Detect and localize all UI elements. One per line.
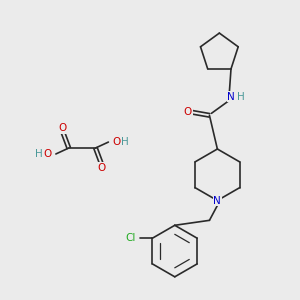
Text: H: H [35, 149, 43, 159]
Text: N: N [214, 196, 221, 206]
Text: O: O [112, 137, 120, 147]
Text: O: O [184, 107, 192, 117]
Text: H: H [122, 137, 129, 147]
Text: N: N [227, 92, 235, 101]
Text: H: H [237, 92, 245, 101]
Text: O: O [59, 123, 67, 133]
Text: O: O [97, 163, 106, 173]
Text: O: O [44, 149, 52, 159]
Text: Cl: Cl [125, 233, 136, 243]
